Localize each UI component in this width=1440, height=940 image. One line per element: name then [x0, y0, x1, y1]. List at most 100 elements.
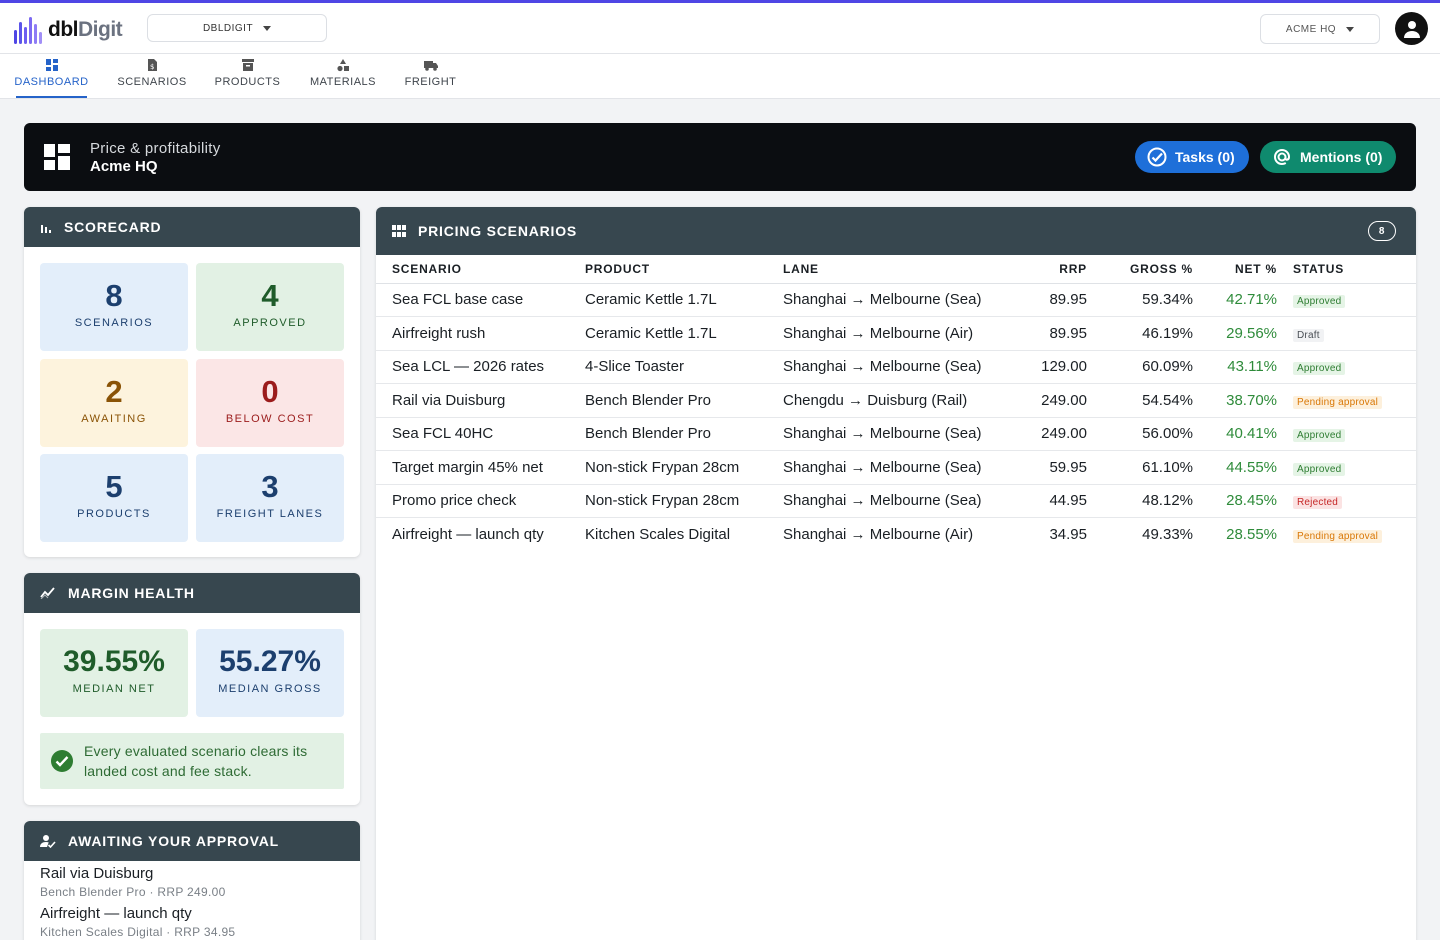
tile-below-cost[interactable]: 0 BELOW COST	[196, 359, 344, 447]
tile-awaiting[interactable]: 2 AWAITING	[40, 359, 188, 447]
grid-icon	[392, 225, 406, 237]
cell-rrp: 59.95	[1003, 450, 1087, 485]
cell-gross: 56.00%	[1087, 417, 1193, 451]
user-avatar-icon[interactable]	[1395, 12, 1428, 45]
median-gross-value: 55.27%	[219, 645, 321, 678]
margin-status-message: Every evaluated scenario clears its land…	[40, 733, 344, 789]
card-title: PRICING SCENARIOS	[418, 223, 578, 239]
column-header-product[interactable]: PRODUCT	[585, 255, 783, 284]
column-header-lane[interactable]: LANE	[783, 255, 1003, 284]
column-header-gross[interactable]: GROSS %	[1087, 255, 1193, 284]
approval-item-detail: Kitchen Scales Digital · RRP 34.95	[40, 925, 236, 939]
status-badge: Approved	[1293, 295, 1346, 309]
tab-products[interactable]: PRODUCTS	[214, 54, 281, 98]
cell-status: Approved	[1277, 450, 1416, 485]
cell-status: Approved	[1277, 417, 1416, 451]
mentions-button[interactable]: Mentions (0)	[1260, 141, 1397, 173]
scorecard-card: SCORECARD 8 SCENARIOS 4 APPROVED 2 AWAIT…	[24, 207, 360, 557]
tile-approved[interactable]: 4 APPROVED	[196, 263, 344, 351]
tile-label: BELOW COST	[225, 413, 315, 425]
cell-net: 43.11%	[1193, 350, 1277, 384]
cell-net: 28.55%	[1226, 526, 1277, 543]
tile-value: 8	[105, 278, 123, 313]
card-title: AWAITING YOUR APPROVAL	[68, 833, 280, 849]
tile-label: APPROVED	[233, 317, 307, 329]
tile-label: SCENARIOS	[74, 317, 154, 329]
table-row[interactable]: Airfreight rush Ceramic Kettle 1.7L Shangh…	[376, 316, 1416, 351]
column-header-net[interactable]: NET %	[1193, 255, 1277, 284]
column-header-rrp[interactable]: RRP	[1003, 255, 1087, 284]
cell-lane: Shanghai → Melbourne (Sea)	[783, 350, 1003, 384]
card-title: MARGIN HEALTH	[68, 585, 195, 601]
logo[interactable]: dblDigit	[14, 15, 123, 45]
cell-scenario: Promo price check	[376, 484, 585, 518]
archive-box-icon	[241, 59, 254, 71]
dashboard-icon	[45, 59, 58, 71]
accent-line	[0, 0, 1440, 3]
status-badge: Rejected	[1293, 496, 1343, 510]
tab-dashboard[interactable]: DASHBOARD	[14, 54, 88, 98]
cell-rrp: 129.00	[1003, 350, 1087, 384]
org-select-label: DBLDIGIT	[202, 22, 254, 34]
cell-product: 4-Slice Toaster	[585, 350, 783, 384]
check-circle-icon	[51, 750, 73, 772]
tab-label: FREIGHT	[404, 76, 457, 88]
awaiting-approval-card: AWAITING YOUR APPROVAL Rail via Duisburg…	[24, 821, 360, 940]
approval-item[interactable]: Rail via Duisburg Bench Blender Pro · RR…	[40, 865, 226, 899]
margin-message-text: Every evaluated scenario clears its land…	[84, 743, 308, 779]
cell-rrp: 44.95	[1003, 484, 1087, 518]
check-circle-icon	[1147, 147, 1167, 167]
cell-gross: 60.09%	[1087, 350, 1193, 384]
cell-scenario: Sea FCL base case	[376, 283, 585, 317]
tab-scenarios[interactable]: $ SCENARIOS	[117, 54, 187, 98]
cell-status: Draft	[1277, 316, 1416, 351]
cell-scenario: Sea FCL 40HC	[376, 417, 585, 451]
scenarios-table: SCENARIO PRODUCT LANE RRP GROSS % NET % …	[376, 255, 1416, 551]
pricing-scenarios-card: PRICING SCENARIOS 8 SCENARIO PRODUCT LAN…	[376, 207, 1416, 940]
tab-freight[interactable]: FREIGHT	[404, 54, 457, 98]
cell-lane: Shanghai → Melbourne (Sea)	[783, 417, 1003, 451]
tasks-button[interactable]: Tasks (0)	[1135, 141, 1249, 173]
company-select[interactable]: ACME HQ	[1260, 14, 1380, 44]
cell-rrp: 89.95	[1003, 316, 1087, 351]
tab-label: SCENARIOS	[117, 76, 187, 88]
org-select[interactable]: DBLDIGIT	[147, 14, 327, 42]
column-header-status[interactable]: STATUS	[1277, 255, 1416, 284]
status-badge: Approved	[1293, 429, 1346, 443]
cell-gross: 46.19%	[1087, 316, 1193, 351]
table-row[interactable]: Target margin 45% net Non-stick Frypan 28…	[376, 450, 1416, 485]
page-title: Price & profitability	[90, 140, 221, 157]
mentions-label: Mentions (0)	[1300, 149, 1383, 165]
tile-scenarios[interactable]: 8 SCENARIOS	[40, 263, 188, 351]
cell-product: Non-stick Frypan 28cm	[585, 484, 783, 518]
cell-product: Ceramic Kettle 1.7L	[585, 316, 783, 351]
table-row[interactable]: Rail via Duisburg Bench Blender Pro Chengd…	[376, 383, 1416, 418]
tile-products[interactable]: 5 PRODUCTS	[40, 454, 188, 542]
cell-product: Ceramic Kettle 1.7L	[585, 283, 783, 317]
status-badge: Approved	[1293, 462, 1346, 476]
table-row[interactable]: Sea LCL — 2026 rates 4-Slice Toaster Shang…	[376, 350, 1416, 384]
tile-label: PRODUCTS	[77, 508, 151, 520]
cell-lane: Shanghai → Melbourne (Sea)	[783, 484, 1003, 518]
tile-label: FREIGHT LANES	[216, 508, 324, 520]
awaiting-approval-header: AWAITING YOUR APPROVAL	[24, 821, 360, 861]
column-header-scenario[interactable]: SCENARIO	[376, 255, 585, 284]
tab-materials[interactable]: MATERIALS	[310, 54, 376, 98]
page-subtitle: Acme HQ	[90, 158, 158, 175]
cell-status: Pending approval	[1277, 383, 1416, 418]
cell-product: Kitchen Scales Digital	[585, 526, 731, 543]
card-title: SCORECARD	[64, 219, 162, 235]
table-header-row: SCENARIO PRODUCT LANE RRP GROSS % NET % …	[376, 255, 1416, 284]
table-row[interactable]: Sea FCL base case Ceramic Kettle 1.7L Shan…	[376, 283, 1416, 317]
table-row[interactable]: Sea FCL 40HC Bench Blender Pro Shanghai → …	[376, 417, 1416, 451]
cell-scenario: Rail via Duisburg	[376, 383, 585, 418]
tile-freight-lanes[interactable]: 3 FREIGHT LANES	[196, 454, 344, 542]
tab-label: PRODUCTS	[214, 76, 281, 88]
cell-status: Approved	[1277, 350, 1416, 384]
approval-item[interactable]: Airfreight — launch qty Kitchen Scales D…	[40, 905, 235, 939]
table-row[interactable]: Promo price check Non-stick Frypan 28cm Sh…	[376, 484, 1416, 518]
cell-rrp: 249.00	[1003, 383, 1087, 418]
trending-line-icon	[40, 587, 55, 599]
user-check-icon	[40, 835, 56, 848]
table-row[interactable]: Airfreight — launch qty Kitchen Scales Di…	[376, 518, 1416, 552]
